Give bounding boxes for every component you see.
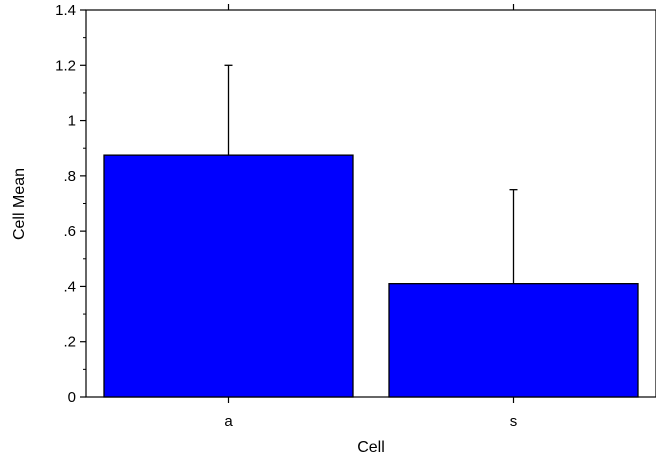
bars-group (103, 154, 639, 398)
x-tick-label: a (224, 413, 233, 430)
bar-s (388, 283, 639, 398)
y-tick-label: 1 (68, 113, 76, 130)
y-tick-label: .2 (63, 334, 76, 351)
y-tick-label: .6 (63, 223, 76, 240)
y-tick-label: 1.4 (55, 2, 76, 19)
y-axis: 0 .2 .4 .6 .8 1 1.2 1.4 (55, 2, 86, 406)
y-tick-label: .8 (63, 168, 76, 185)
x-tick-label: s (510, 413, 518, 430)
x-axis-title: Cell (357, 439, 385, 456)
error-bars-group (224, 64, 518, 284)
y-tick-label: .4 (63, 278, 76, 295)
y-tick-label: 1.2 (55, 57, 76, 74)
y-tick-label: 0 (68, 389, 76, 406)
bar-a (103, 154, 354, 398)
y-axis-title: Cell Mean (11, 168, 28, 240)
